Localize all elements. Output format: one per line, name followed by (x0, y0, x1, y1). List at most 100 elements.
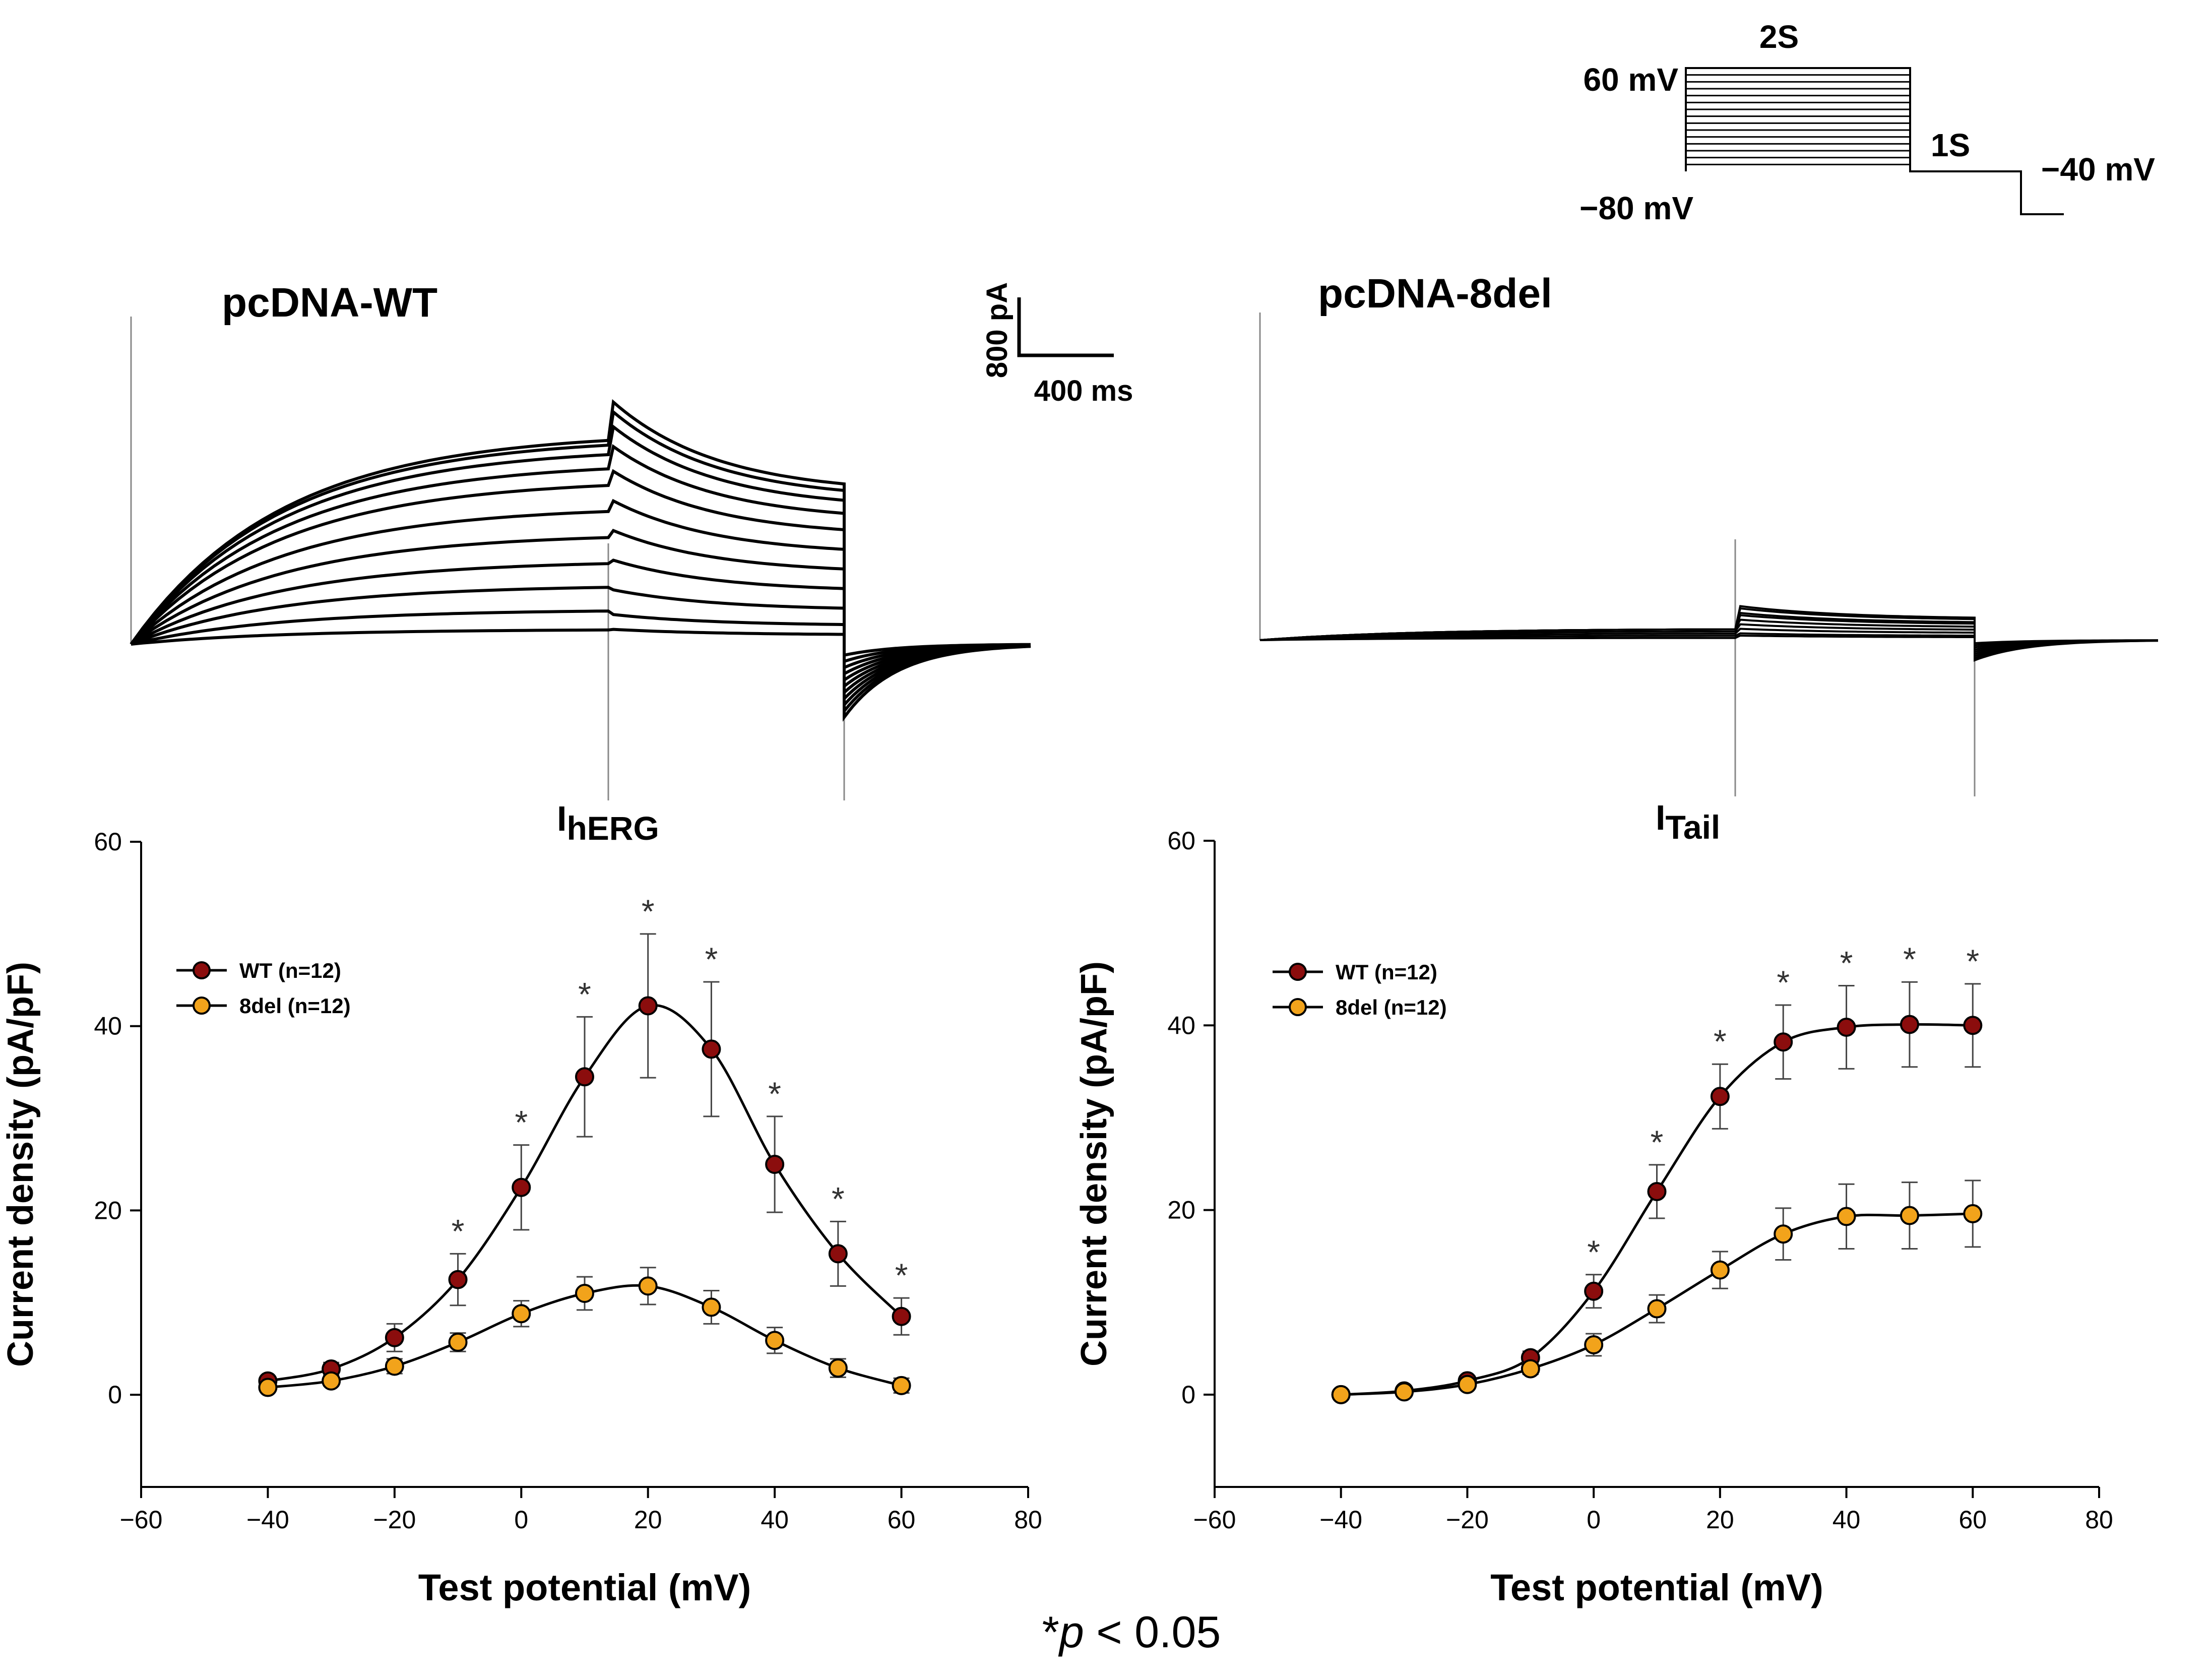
current-trace (1259, 605, 2159, 662)
voltage-protocol: 2S 60 mV 1S −40 mV −80 mV (1579, 19, 2155, 226)
data-point (1710, 1087, 1730, 1106)
data-point (638, 996, 658, 1016)
current-trace (130, 528, 1031, 683)
legend-label: WT (n=12) (239, 959, 341, 982)
protocol-step-duration: 2S (1759, 19, 1799, 55)
del-trace-title: pcDNA-8del (1318, 271, 1552, 317)
x-axis-label: Test potential (mV) (1490, 1567, 1823, 1608)
x-tick-label: 20 (1706, 1506, 1734, 1534)
chart-title-main: I (1656, 798, 1665, 837)
y-tick-label: 0 (108, 1381, 122, 1409)
footnote-star: * (1042, 1607, 1059, 1657)
data-point (1774, 1032, 1793, 1052)
footnote-rest: < 0.05 (1084, 1607, 1221, 1657)
significance-mark: * (895, 1257, 908, 1294)
x-tick-label: −60 (1193, 1506, 1236, 1534)
protocol-hold-voltage: −80 mV (1579, 190, 1693, 226)
x-tick-label: 40 (1832, 1506, 1861, 1534)
data-point (1963, 1204, 1983, 1223)
legend-marker (193, 997, 211, 1015)
chart-title: ITail (1656, 798, 1720, 846)
chart-title-sub: hERG (566, 810, 659, 847)
data-point (765, 1331, 785, 1350)
chart-title: IhERG (557, 799, 659, 847)
x-tick-label: 60 (1958, 1506, 1987, 1534)
significance-mark: * (1714, 1023, 1727, 1060)
data-point (575, 1284, 594, 1303)
y-axis-label: Current density (pA/pF) (1, 962, 41, 1367)
legend-label: WT (n=12) (1336, 960, 1437, 984)
legend-marker (1289, 963, 1307, 981)
significance-mark: * (1777, 964, 1790, 1001)
data-point (1900, 1206, 1919, 1225)
significance-mark: * (1903, 941, 1916, 978)
data-point (1647, 1181, 1667, 1201)
y-tick-label: 60 (1167, 827, 1195, 855)
scale-bar-time: 400 ms (1034, 375, 1133, 407)
protocol-step-voltage: 60 mV (1583, 61, 1678, 98)
data-point (1395, 1382, 1414, 1402)
herg-chart: −60 −40 −20 0 20 40 60 80 0 20 40 60 Test potential … (1, 799, 1042, 1608)
data-point (1900, 1015, 1919, 1034)
x-tick-label: 0 (1587, 1506, 1601, 1534)
data-point (385, 1328, 404, 1347)
data-point (892, 1376, 911, 1395)
data-point (1837, 1207, 1856, 1226)
data-point (1584, 1281, 1604, 1301)
data-point (1521, 1359, 1540, 1379)
chart-title-main: I (557, 799, 566, 838)
x-tick-label: −20 (373, 1506, 416, 1534)
data-point (512, 1304, 531, 1324)
significance-mark: * (832, 1180, 845, 1217)
scale-bar-current: 800 pA (981, 282, 1014, 378)
current-trace (130, 399, 1031, 722)
data-point (385, 1356, 404, 1376)
wt-trace-title: pcDNA-WT (222, 280, 437, 326)
data-point (828, 1358, 848, 1378)
data-point (448, 1270, 468, 1289)
significance-mark: * (768, 1075, 781, 1112)
legend-label: 8del (n=12) (1336, 995, 1447, 1019)
data-point (575, 1067, 594, 1087)
x-tick-label: 20 (634, 1506, 662, 1534)
x-tick-label: −60 (120, 1506, 163, 1534)
y-tick-label: 40 (1167, 1011, 1195, 1039)
y-tick-label: 0 (1181, 1381, 1195, 1409)
y-axis-label: Current density (pA/pF) (1074, 961, 1114, 1366)
x-tick-label: −40 (1319, 1506, 1362, 1534)
x-axis-label: Test potential (mV) (418, 1567, 751, 1608)
chart-title-sub: Tail (1665, 808, 1720, 846)
protocol-tail-voltage: −40 mV (2041, 151, 2155, 188)
y-tick-label: 40 (94, 1012, 122, 1040)
significance-mark: * (705, 941, 718, 978)
x-tick-label: 0 (514, 1506, 528, 1534)
significance-mark: * (1587, 1233, 1600, 1271)
y-tick-label: 20 (94, 1196, 122, 1224)
data-point (1837, 1017, 1856, 1037)
x-tick-label: 80 (2085, 1506, 2113, 1534)
significance-mark: * (1840, 945, 1853, 982)
data-point (892, 1306, 911, 1326)
legend-marker (1289, 998, 1307, 1016)
protocol-outline (1685, 67, 2064, 215)
data-point (1963, 1016, 1983, 1035)
significance-footnote: *p < 0.05 (1042, 1607, 1221, 1657)
x-tick-label: 60 (888, 1506, 916, 1534)
data-point (1458, 1375, 1477, 1394)
x-tick-label: 80 (1014, 1506, 1042, 1534)
x-tick-label: −40 (246, 1506, 289, 1534)
data-point (512, 1177, 531, 1197)
legend-label: 8del (n=12) (239, 994, 351, 1018)
data-point (765, 1155, 785, 1174)
significance-mark: * (578, 975, 591, 1013)
x-tick-label: −20 (1446, 1506, 1489, 1534)
protocol-tail-duration: 1S (1931, 127, 1970, 163)
significance-mark: * (515, 1104, 528, 1141)
data-point (258, 1378, 278, 1397)
x-tick-label: 40 (761, 1506, 789, 1534)
data-point (702, 1297, 721, 1317)
data-point (828, 1244, 848, 1264)
del-current-traces (1259, 313, 2159, 796)
tail-chart: −60 −40 −20 0 20 40 60 80 0 20 40 60 Test potential … (1074, 798, 2113, 1608)
